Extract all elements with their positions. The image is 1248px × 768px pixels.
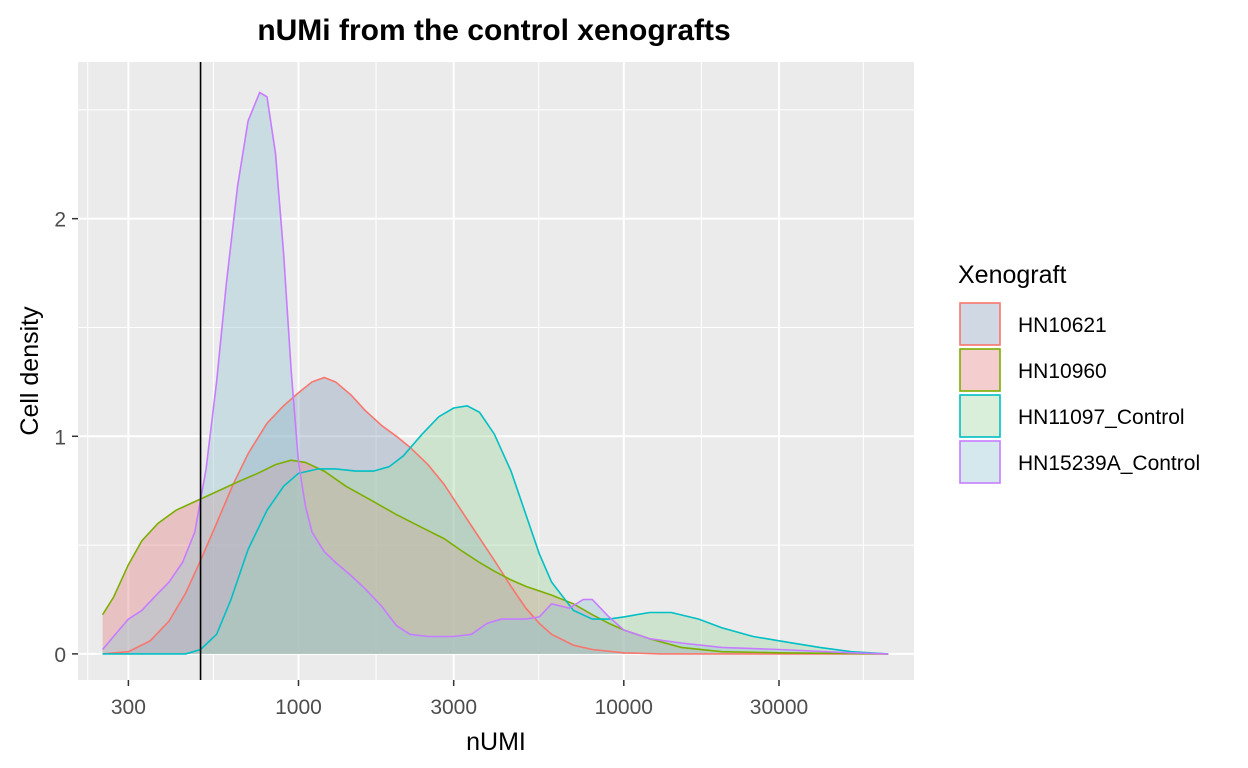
legend-swatch: [959, 440, 1001, 484]
legend-swatch: [959, 302, 1001, 346]
x-tick-label: 300: [111, 696, 146, 719]
legend-key-bg: [960, 349, 1000, 391]
legend-swatch: [959, 394, 1001, 438]
legend-label: HN15239A_Control: [1018, 452, 1200, 475]
legend-label: HN10621: [1018, 314, 1107, 337]
density-line-4: [101, 91, 889, 655]
y-axis: 0 1 2: [54, 209, 78, 667]
density-area-3: [102, 405, 889, 654]
y-axis-title: Cell density: [16, 306, 44, 436]
x-axis-title: nUMI: [466, 728, 526, 756]
legend-label: HN11097_Control: [1018, 406, 1185, 429]
legend-label: HN10960: [1018, 360, 1107, 383]
x-tick-label: 1000: [275, 696, 322, 719]
grid-lines: [78, 62, 914, 680]
density-line-1: [102, 376, 889, 655]
y-tick-label: 2: [54, 209, 66, 232]
density-line-3: [102, 404, 889, 655]
density-line-2: [101, 459, 889, 655]
density-area-1: [102, 377, 889, 654]
legend: Xenograft HN10621 HN10960 HN11097_Control H…: [958, 261, 1200, 484]
density-lines: [101, 91, 889, 655]
legend-title: Xenograft: [958, 261, 1066, 289]
legend-key-bg: [960, 303, 1000, 345]
legend-key-bg: [960, 395, 1000, 437]
x-axis: 300 1000 3000 10000 30000: [111, 680, 808, 719]
y-tick-label: 1: [54, 426, 66, 449]
x-tick-label: 10000: [595, 696, 653, 719]
density-area-4: [102, 92, 889, 654]
x-tick-label: 3000: [430, 696, 477, 719]
density-areas: [102, 92, 889, 654]
legend-swatch: [959, 348, 1001, 392]
y-tick-label: 0: [54, 644, 66, 667]
density-area-2: [102, 460, 889, 654]
x-tick-label: 30000: [750, 696, 808, 719]
legend-key-bg: [960, 441, 1000, 483]
chart-title: nUMi from the control xenografts: [257, 14, 730, 47]
